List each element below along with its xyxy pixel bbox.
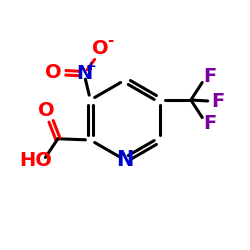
Text: F: F [204, 114, 217, 133]
Text: HO: HO [20, 150, 52, 170]
Text: O: O [45, 63, 62, 82]
Text: N: N [76, 64, 92, 83]
Text: F: F [211, 92, 224, 111]
Text: F: F [204, 67, 217, 86]
Text: O: O [38, 100, 55, 119]
Text: N: N [116, 150, 134, 170]
Text: +: + [86, 60, 96, 73]
Text: -: - [107, 33, 113, 48]
Text: O: O [92, 39, 109, 58]
